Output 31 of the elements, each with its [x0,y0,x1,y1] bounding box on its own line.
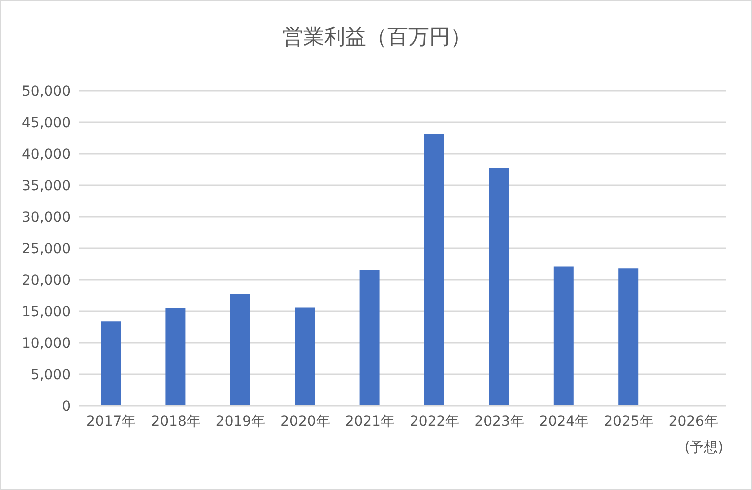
y-tick-label: 40,000 [22,146,71,163]
x-tick-label: 2019年 [216,414,266,430]
bar [101,322,121,406]
y-tick-label: 25,000 [22,241,71,258]
bar [166,308,186,406]
y-tick-label: 0 [62,398,71,415]
x-tick-label: 2017年 [86,414,136,430]
x-tick-label: 2022年 [410,414,460,430]
bar [554,266,574,406]
x-tick-label: 2023年 [474,414,524,430]
x-tick-label: 2021年 [345,414,395,430]
y-tick-label: 15,000 [22,304,71,320]
bar [424,134,444,406]
x-tick-label: 2020年 [280,414,330,430]
y-tick-label: 45,000 [22,115,71,132]
y-tick-label: 35,000 [22,178,71,194]
y-tick-label: 30,000 [22,210,71,226]
chart-title: 営業利益（百万円） [282,24,472,51]
x-tick-label: 2026年 (予想) [668,414,724,456]
bar [489,168,510,406]
y-tick-label: 5,000 [30,367,71,384]
x-tick-label: 2024年 [539,414,590,430]
x-tick-label: 2018年 [151,414,201,430]
bar [295,308,316,406]
y-tick-label: 10,000 [22,336,71,352]
bar [360,270,380,406]
y-tick-label: 50,000 [22,84,71,100]
bar [618,268,639,406]
x-tick-label: 2025年 [604,414,654,430]
y-tick-label: 20,000 [22,272,71,289]
bar [230,294,250,406]
